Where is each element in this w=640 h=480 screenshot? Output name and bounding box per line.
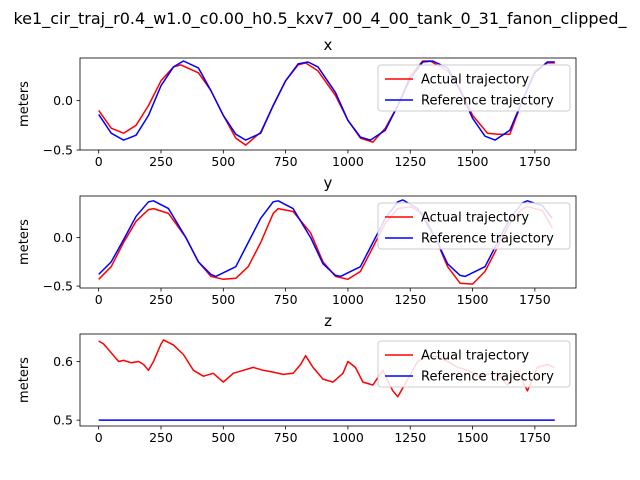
subplot-1-xtick-label: 250	[149, 154, 173, 169]
subplot-3-legend-label-actual: Actual trajectory	[421, 349, 529, 364]
subplot-1-xtick-label: 1750	[519, 154, 551, 169]
subplot-1-xtick-label: 0	[95, 154, 103, 169]
figure-suptitle: ke1_cir_traj_r0.4_w1.0_c0.00_h0.5_kxv7_0…	[13, 9, 627, 29]
subplot-3-ytick-label: 0.5	[53, 413, 73, 428]
subplot-1-title: x	[324, 36, 333, 54]
subplot-1-series-group	[98, 60, 555, 146]
subplot-1-xtick-label: 1000	[332, 154, 364, 169]
subplot-2-xtick-label: 500	[211, 292, 235, 307]
subplot-2-xtick-label: 1000	[332, 292, 364, 307]
subplot-2-legend: Actual trajectory Reference trajectory	[377, 202, 571, 250]
subplot-3-legend-box	[377, 340, 571, 388]
subplot-2-ytick-label: 0.0	[53, 230, 73, 245]
subplot-1-xtick-label: 500	[211, 154, 235, 169]
subplot-2-title: y	[324, 174, 333, 192]
subplot-2: 0 250 500 750 1000 1250 1500 1750 −0.5 0.0 y meters…	[17, 174, 577, 307]
subplot-3-xtick-label: 250	[149, 430, 173, 445]
subplot-1-axes-frame	[79, 57, 577, 151]
subplot-1-legend-label-actual: Actual trajectory	[421, 73, 529, 88]
subplot-1-legend-label-reference: Reference trajectory	[421, 94, 554, 109]
subplot-3-xtick-label: 750	[274, 430, 298, 445]
subplot-2-line-reference	[98, 199, 553, 278]
subplot-3-title: z	[324, 312, 332, 330]
subplot-1-xtick-label: 1500	[457, 154, 489, 169]
subplot-1-legend-box	[377, 64, 571, 112]
subplot-3-axes-frame	[79, 333, 577, 427]
subplot-3: 0 250 500 750 1000 1250 1500 1750 0.5 0.6 z meters A…	[17, 312, 577, 445]
subplot-1-legend: Actual trajectory Reference trajectory	[377, 64, 571, 112]
subplot-3-ylabel: meters	[17, 357, 32, 403]
subplot-2-ylabel: meters	[17, 219, 32, 265]
subplot-3-xtick-label: 500	[211, 430, 235, 445]
subplot-3-ytick-label: 0.6	[53, 354, 73, 369]
subplot-2-axes-frame	[79, 195, 577, 289]
subplot-2-xtick-label: 0	[95, 292, 103, 307]
subplot-1-ytick-label: −0.5	[43, 143, 73, 158]
subplot-2-series-group	[98, 199, 553, 285]
subplot-2-legend-label-actual: Actual trajectory	[421, 211, 529, 226]
subplot-3-xtick-label: 1250	[394, 430, 426, 445]
axes-layer: 0 250 500 750 1000 1250 1500 1750 −0.5 0.0 x meters…	[17, 36, 577, 445]
subplot-3-xtick-label: 1750	[519, 430, 551, 445]
subplot-3-xtick-label: 1000	[332, 430, 364, 445]
subplot-3-legend-label-reference: Reference trajectory	[421, 370, 554, 385]
subplot-1-ylabel: meters	[17, 81, 32, 127]
subplot-1-line-reference	[98, 60, 555, 141]
subplot-3-legend: Actual trajectory Reference trajectory	[377, 340, 571, 388]
subplot-2-xtick-label: 750	[274, 292, 298, 307]
subplot-2-legend-label-reference: Reference trajectory	[421, 232, 554, 247]
subplot-1-ytick-label: 0.0	[53, 93, 73, 108]
subplot-2-xtick-label: 1500	[457, 292, 489, 307]
subplot-2-ytick-label: −0.5	[43, 279, 73, 294]
subplot-1-xtick-label: 750	[274, 154, 298, 169]
subplot-1: 0 250 500 750 1000 1250 1500 1750 −0.5 0.0 x meters…	[17, 36, 577, 169]
subplot-2-xtick-label: 250	[149, 292, 173, 307]
subplot-3-xtick-label: 0	[95, 430, 103, 445]
subplot-1-xtick-label: 1250	[394, 154, 426, 169]
subplot-2-xtick-label: 1250	[394, 292, 426, 307]
subplot-2-xtick-label: 1750	[519, 292, 551, 307]
subplot-3-xtick-label: 1500	[457, 430, 489, 445]
subplot-2-legend-box	[377, 202, 571, 250]
